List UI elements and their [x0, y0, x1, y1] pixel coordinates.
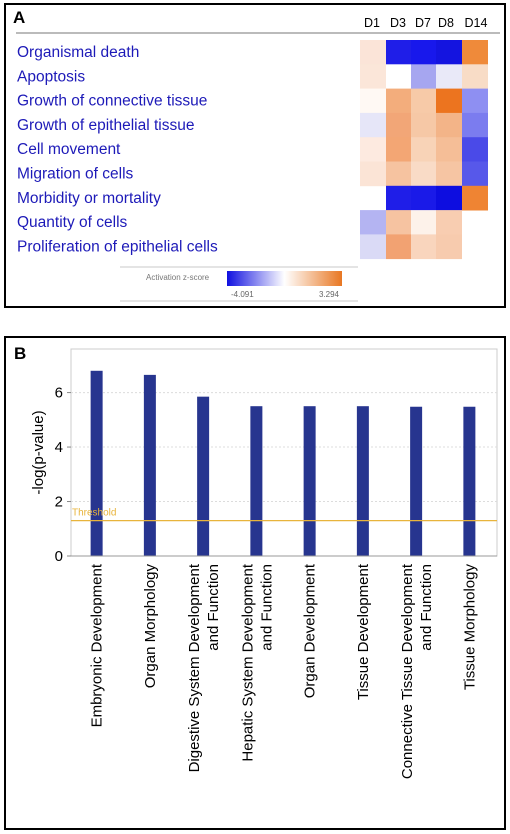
heatmap-cell	[436, 210, 462, 235]
heatmap-cell	[462, 185, 488, 211]
y-tick-label: 6	[55, 385, 63, 402]
column-header: D3	[390, 16, 406, 30]
heatmap-cell	[436, 234, 462, 260]
category-label: Tissue Development	[355, 563, 372, 700]
heatmap-cell	[360, 64, 386, 89]
heatmap-cell	[360, 210, 386, 235]
panel-a: A D1 D3 D7 D8 D14 Organismal death Apoptosis Gr…	[4, 3, 506, 308]
panel-b: B 0 2 4 6 Threshold -log(p-value) Embryonic De…	[4, 336, 506, 830]
term-label: Organismal death	[17, 44, 139, 61]
term-label: Growth of epithelial tissue	[17, 117, 194, 134]
heatmap-cell	[411, 40, 436, 65]
panel-a-letter: A	[13, 8, 26, 27]
category-label: Digestive System Development	[186, 563, 203, 772]
category-label: Organ Development	[302, 563, 319, 698]
legend-color-bar	[227, 271, 342, 286]
bar-chart-svg: 0 2 4 6 Threshold -log(p-value) Embryonic Deve…	[30, 348, 498, 779]
category-label: and Function	[418, 564, 435, 651]
legend-label: Activation z-score	[146, 273, 210, 282]
heatmap-cell	[360, 112, 386, 138]
panel-b-letter: B	[14, 344, 27, 363]
heatmap-cell	[411, 210, 436, 235]
bar	[303, 406, 316, 556]
term-label: Growth of connective tissue	[17, 93, 207, 110]
term-label: Cell movement	[17, 141, 121, 158]
category-label: Embryonic Development	[89, 563, 106, 727]
bar	[250, 406, 263, 556]
heatmap-cell	[411, 88, 436, 114]
bar	[143, 374, 156, 556]
heatmap-cell	[386, 64, 411, 89]
heatmap-cell	[462, 161, 488, 187]
term-label: Migration of cells	[17, 166, 134, 183]
heatmap-cell	[436, 161, 462, 187]
category-label: Connective Tissue Development	[399, 563, 416, 779]
heatmap-cell	[386, 112, 411, 138]
heatmap-cell	[411, 161, 436, 187]
heatmap-cell	[360, 88, 386, 114]
heatmap-cell	[436, 185, 462, 211]
bar	[410, 406, 423, 556]
term-label: Quantity of cells	[17, 214, 128, 231]
heatmap-cell	[436, 64, 462, 89]
heatmap-cell	[462, 64, 488, 89]
term-label: Apoptosis	[17, 68, 85, 85]
column-header: D7	[415, 16, 431, 30]
heatmap-svg: D1 D3 D7 D8 D14 Organismal death Apoptosis Grow…	[16, 16, 500, 302]
heatmap-cell	[360, 161, 386, 187]
threshold-label: Threshold	[72, 508, 116, 519]
heatmap-cell	[411, 137, 436, 162]
heatmap-cell	[386, 161, 411, 187]
y-tick-label: 0	[55, 548, 63, 565]
y-tick-label: 2	[55, 494, 63, 511]
heatmap-cell	[386, 234, 411, 260]
heatmap-cell	[436, 112, 462, 138]
heatmap-cell	[411, 112, 436, 138]
term-label: Proliferation of epithelial cells	[17, 238, 218, 255]
category-label: Organ Morphology	[142, 564, 159, 689]
y-tick-label: 4	[55, 439, 63, 456]
heatmap-cell	[436, 137, 462, 162]
heatmap-cell	[360, 40, 386, 65]
column-header: D8	[438, 16, 454, 30]
category-label: Tissue Morphology	[461, 564, 478, 691]
bar	[463, 406, 476, 556]
heatmap-cell	[386, 88, 411, 114]
category-label: and Function	[205, 564, 222, 651]
heatmap-cell	[386, 210, 411, 235]
heatmap-cell	[462, 88, 488, 114]
heatmap-cell	[436, 40, 462, 65]
heatmap-cell	[386, 185, 411, 211]
bar	[197, 396, 210, 556]
column-header: D14	[465, 16, 488, 30]
heatmap-cell	[386, 137, 411, 162]
bar	[356, 406, 369, 556]
category-label: and Function	[258, 564, 275, 651]
heatmap-cell	[436, 88, 462, 114]
bar	[90, 370, 103, 556]
heatmap-cell	[462, 40, 488, 65]
category-label: Hepatic System Development	[239, 563, 256, 761]
legend-min-label: -4.091	[231, 290, 254, 299]
heatmap-cell	[360, 137, 386, 162]
heatmap-cell	[386, 40, 411, 65]
column-header: D1	[364, 16, 380, 30]
legend-max-label: 3.294	[319, 290, 340, 299]
heatmap-cell	[411, 185, 436, 211]
heatmap-cell	[360, 234, 386, 260]
term-label: Morbidity or mortality	[17, 190, 161, 207]
plot-frame	[70, 348, 498, 557]
heatmap-cell	[462, 137, 488, 162]
heatmap-cell	[411, 234, 436, 260]
heatmap-cell	[462, 112, 488, 138]
heatmap-cell	[411, 64, 436, 89]
y-axis-label: -log(p-value)	[30, 410, 47, 494]
